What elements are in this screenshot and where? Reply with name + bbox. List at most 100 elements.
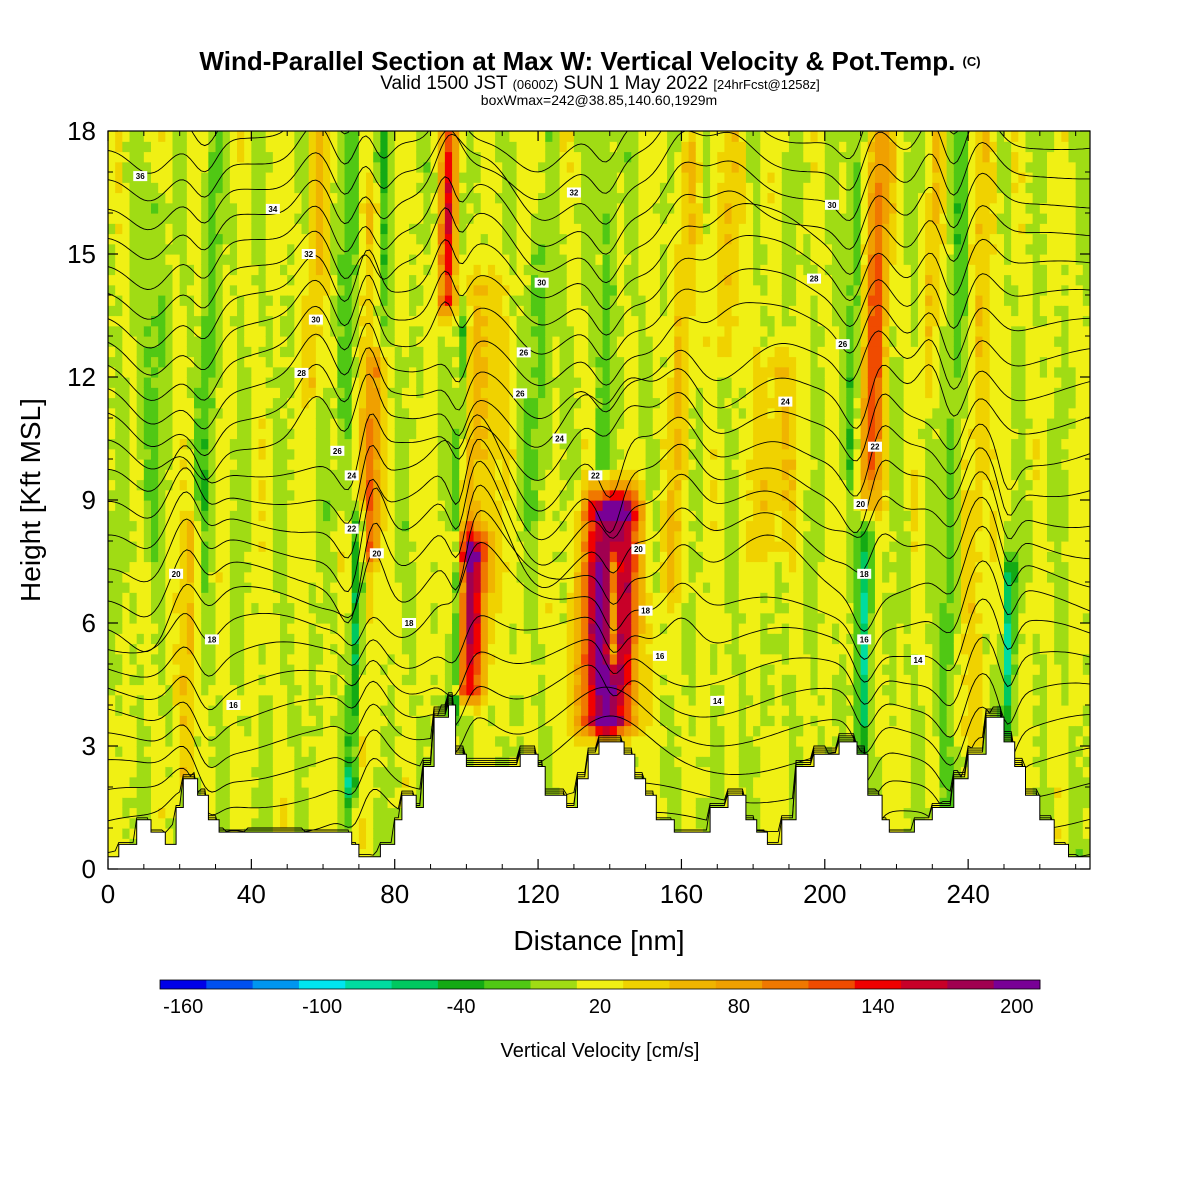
velocity-cell <box>143 356 152 368</box>
velocity-cell <box>294 151 303 163</box>
velocity-cell <box>538 366 546 378</box>
velocity-cell <box>129 407 138 419</box>
velocity-cell <box>151 756 159 768</box>
velocity-cell <box>287 356 295 368</box>
velocity-cell <box>624 674 632 686</box>
velocity-cell <box>480 192 489 204</box>
velocity-cell <box>566 397 575 409</box>
velocity-cell <box>444 653 453 665</box>
velocity-cell <box>323 243 331 255</box>
velocity-cell <box>581 735 589 747</box>
velocity-cell <box>308 653 317 665</box>
velocity-cell <box>115 684 123 696</box>
velocity-cell <box>509 459 518 470</box>
velocity-cell <box>172 664 181 675</box>
velocity-cell <box>158 356 166 368</box>
velocity-cell <box>387 192 396 204</box>
velocity-cell <box>495 428 503 440</box>
velocity-cell <box>638 428 647 440</box>
velocity-cell <box>172 541 181 552</box>
velocity-cell <box>179 274 188 286</box>
velocity-cell <box>394 356 403 368</box>
velocity-cell <box>487 295 496 306</box>
velocity-cell <box>151 397 159 409</box>
velocity-cell <box>194 674 202 686</box>
velocity-cell <box>473 428 482 440</box>
velocity-cell <box>616 530 625 542</box>
velocity-cell <box>373 520 381 532</box>
velocity-cell <box>287 797 295 809</box>
velocity-cell <box>380 756 389 768</box>
velocity-cell <box>552 264 561 276</box>
velocity-cell <box>165 284 174 296</box>
velocity-cell <box>401 694 410 706</box>
velocity-cell <box>502 213 510 224</box>
velocity-cell <box>502 520 510 532</box>
velocity-cell <box>115 161 123 173</box>
velocity-cell <box>401 756 410 768</box>
velocity-cell <box>624 151 632 163</box>
velocity-cell <box>387 336 396 347</box>
velocity-cell <box>609 356 618 368</box>
velocity-cell <box>609 387 618 399</box>
velocity-cell <box>373 776 381 788</box>
velocity-cell <box>201 202 209 214</box>
velocity-cell <box>308 602 317 614</box>
velocity-cell <box>387 756 396 768</box>
velocity-cell <box>495 612 503 624</box>
velocity-cell <box>452 233 460 245</box>
velocity-cell <box>251 336 260 347</box>
velocity-cell <box>366 407 374 419</box>
velocity-cell <box>416 500 424 511</box>
velocity-cell <box>165 141 174 153</box>
velocity-cell <box>366 705 374 716</box>
velocity-cell <box>380 612 389 624</box>
velocity-cell <box>624 192 632 204</box>
velocity-cell <box>437 336 446 347</box>
velocity-cell <box>495 582 503 593</box>
velocity-cell <box>466 192 475 204</box>
velocity-cell <box>380 336 389 347</box>
velocity-cell <box>581 623 589 634</box>
velocity-cell <box>165 223 174 235</box>
velocity-cell <box>194 387 202 399</box>
velocity-cell <box>315 664 324 675</box>
velocity-cell <box>323 571 331 583</box>
velocity-cell <box>387 602 396 614</box>
velocity-cell <box>366 243 374 255</box>
velocity-cell <box>566 664 575 675</box>
velocity-cell <box>409 664 417 675</box>
velocity-cell <box>308 694 317 706</box>
velocity-cell <box>545 705 554 716</box>
velocity-cell <box>115 612 123 624</box>
velocity-cell <box>237 571 245 583</box>
velocity-cell <box>437 356 446 368</box>
velocity-cell <box>344 346 353 358</box>
velocity-cell <box>545 407 554 419</box>
velocity-cell <box>394 448 403 460</box>
velocity-cell <box>158 541 166 552</box>
velocity-cell <box>122 223 131 235</box>
velocity-cell <box>631 664 640 675</box>
velocity-cell <box>244 233 252 245</box>
velocity-cell <box>251 674 260 686</box>
velocity-cell <box>208 274 217 286</box>
velocity-cell <box>366 612 374 624</box>
velocity-cell <box>495 705 503 716</box>
velocity-cell <box>401 643 410 655</box>
velocity-cell <box>151 592 159 604</box>
velocity-cell <box>258 541 267 552</box>
velocity-cell <box>129 571 138 583</box>
velocity-cell <box>409 213 417 224</box>
velocity-cell <box>624 438 632 450</box>
velocity-cell <box>172 735 181 747</box>
velocity-cell <box>308 295 317 306</box>
velocity-cell <box>624 592 632 604</box>
velocity-cell <box>387 161 396 173</box>
velocity-cell <box>430 264 439 276</box>
velocity-cell <box>179 582 188 593</box>
velocity-cell <box>394 264 403 276</box>
velocity-cell <box>172 592 181 604</box>
velocity-cell <box>530 254 539 265</box>
velocity-cell <box>237 561 245 573</box>
